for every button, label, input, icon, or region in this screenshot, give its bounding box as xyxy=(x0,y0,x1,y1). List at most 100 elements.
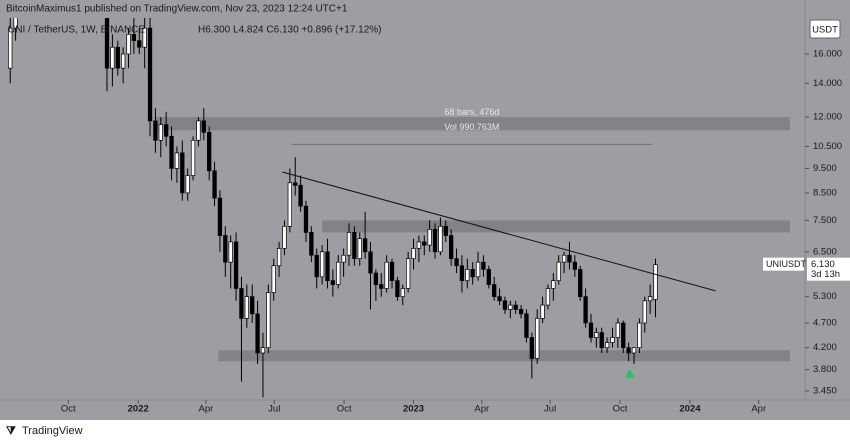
candle-body xyxy=(196,120,201,141)
candle-body xyxy=(164,124,169,137)
candle-body xyxy=(561,254,567,263)
candle-body xyxy=(8,27,13,69)
candle-body xyxy=(373,272,379,285)
zone xyxy=(218,350,790,362)
candle-body xyxy=(604,342,610,349)
candle-body xyxy=(400,288,405,297)
price-tag-value: 6.130 xyxy=(811,259,835,270)
candle-body xyxy=(621,322,626,349)
candle-body xyxy=(384,261,389,289)
candle-body xyxy=(228,241,233,263)
candle-body xyxy=(637,322,642,349)
candle-body xyxy=(282,225,287,249)
candle-body xyxy=(104,18,110,69)
candle-body xyxy=(535,318,540,359)
candle-body xyxy=(314,254,319,278)
symbol-tag-box xyxy=(763,257,804,271)
candle-body xyxy=(438,225,443,253)
measure-volume: Vol 990.763M xyxy=(444,122,499,132)
candle-body xyxy=(615,322,621,338)
candle-body xyxy=(443,225,448,236)
candle-body xyxy=(572,261,577,270)
candle-body xyxy=(110,46,115,69)
x-tick-label: Jul xyxy=(268,404,280,415)
y-tick-label: 16.000 xyxy=(813,49,842,60)
candle-body xyxy=(174,152,180,169)
candle-body xyxy=(405,258,411,289)
candle-body xyxy=(626,347,631,354)
candle-body xyxy=(475,261,481,278)
candle-body xyxy=(271,265,276,293)
candle-body xyxy=(142,27,147,48)
candle-body xyxy=(147,27,153,122)
x-tick-label: Jul xyxy=(544,404,556,415)
symbol-tag: UNIUSDT xyxy=(766,259,807,269)
candle-body xyxy=(325,251,330,281)
candle-body xyxy=(158,124,163,141)
candle-body xyxy=(583,296,588,324)
candle-body xyxy=(578,269,583,297)
candle-body xyxy=(233,241,239,289)
symbol-legend: UNI / TetherUS, 1W, BINANCE xyxy=(8,25,145,36)
candle-body xyxy=(647,296,653,302)
candle-body xyxy=(465,269,470,281)
candle-body xyxy=(131,33,137,42)
candle-body xyxy=(244,296,249,319)
candle-body xyxy=(330,280,336,285)
candle-body xyxy=(416,241,422,249)
candle-body xyxy=(518,309,524,315)
y-tick-label: 3.450 xyxy=(813,385,837,396)
marker-triangle xyxy=(624,368,635,378)
price-tag-countdown: 3d 13h xyxy=(811,269,840,280)
candle-body xyxy=(395,280,400,297)
candle-body xyxy=(266,292,271,349)
candle-body xyxy=(486,269,491,285)
candle-body xyxy=(524,313,529,338)
candle-body xyxy=(287,182,292,227)
x-tick-label: Oct xyxy=(61,404,76,415)
measure-bars: 68 bars, 476d xyxy=(444,107,499,117)
candle-body xyxy=(250,296,255,315)
candle-body xyxy=(427,228,432,246)
candle-body xyxy=(432,228,438,253)
candle-body xyxy=(508,304,513,310)
y-tick-label: 9.500 xyxy=(813,163,837,174)
candle-body xyxy=(185,175,190,194)
y-tick-label: 14.000 xyxy=(813,78,842,89)
candle-body xyxy=(169,135,174,169)
candle-body xyxy=(454,258,459,267)
candle-body xyxy=(642,300,647,324)
candle-body xyxy=(120,53,126,69)
candle-body xyxy=(319,251,325,278)
x-tick-label: Apr xyxy=(751,404,766,415)
candle-body xyxy=(293,182,298,186)
candle-body xyxy=(449,235,454,260)
candle-body xyxy=(529,337,534,359)
plot-area: 68 bars, 476d Vol 990.763M xyxy=(8,18,790,398)
candle-body xyxy=(357,238,362,260)
y-tick-label: 8.500 xyxy=(813,187,837,198)
y-tick-label: 12.000 xyxy=(813,112,842,123)
candle-body xyxy=(137,40,142,48)
candle-body xyxy=(492,284,497,297)
candle-body xyxy=(309,232,314,256)
x-tick-label: 2022 xyxy=(128,404,149,415)
zone xyxy=(322,220,790,233)
candle-body xyxy=(567,254,572,263)
candle-body xyxy=(599,332,604,349)
candle-body xyxy=(545,288,551,306)
currency-button[interactable] xyxy=(809,19,841,39)
candle-body xyxy=(556,261,561,281)
candle-body xyxy=(239,288,244,319)
y-tick-label: 4.700 xyxy=(813,318,837,329)
candle-body xyxy=(653,264,658,300)
candle-body xyxy=(389,261,395,281)
candle-body xyxy=(631,347,637,354)
candle-body xyxy=(502,300,508,310)
candle-body xyxy=(346,232,352,256)
y-tick-label: 10.500 xyxy=(813,141,842,152)
currency-label[interactable]: USDT xyxy=(812,25,838,36)
candle-body xyxy=(260,347,266,354)
candle-body xyxy=(298,184,303,207)
